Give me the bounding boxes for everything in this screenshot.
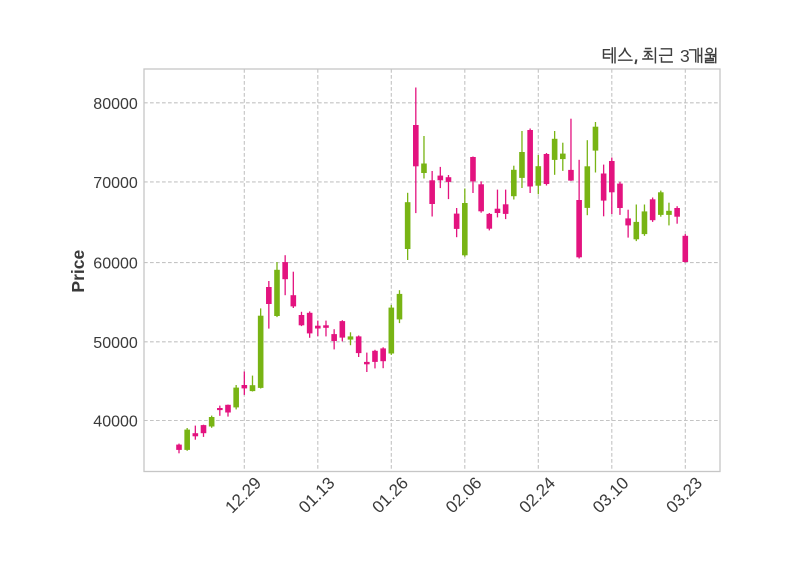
svg-text:80000: 80000 bbox=[93, 96, 138, 113]
svg-text:40000: 40000 bbox=[93, 414, 138, 431]
svg-text:60000: 60000 bbox=[93, 256, 138, 273]
svg-text:50000: 50000 bbox=[93, 335, 138, 352]
svg-text:70000: 70000 bbox=[93, 175, 138, 192]
svg-text:Price: Price bbox=[68, 250, 88, 293]
svg-text:3: 3 bbox=[680, 46, 690, 66]
